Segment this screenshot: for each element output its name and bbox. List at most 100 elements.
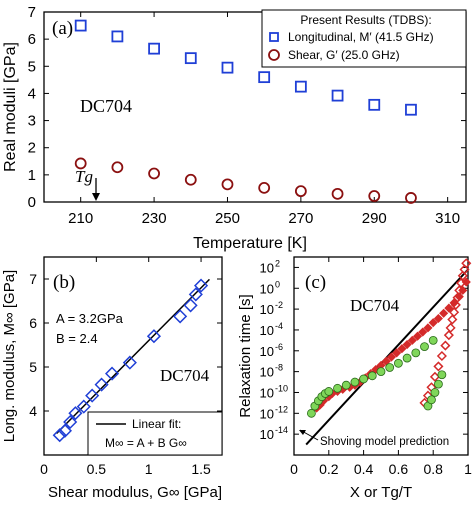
y-tick-label-c: 10 (260, 427, 274, 442)
data-point-b (76, 399, 91, 414)
y-tick-label-a: 0 (28, 194, 36, 211)
data-point-c-series-3 (436, 350, 447, 362)
x-tick-label-c: 0 (290, 461, 298, 477)
y-tick-exponent-c: 2 (275, 258, 280, 268)
data-point-c-series-3 (433, 361, 444, 372)
plot-frame-a (43, 11, 467, 203)
data-point-b (183, 298, 198, 313)
annotation-a: DC704 (80, 96, 132, 116)
data-point-c-series-3 (452, 292, 463, 303)
data-point-c-series-2 (333, 383, 342, 393)
data-point-c-series-1 (428, 318, 438, 328)
data-point-c-series-2 (420, 342, 429, 352)
x-tick-label-a: 250 (215, 210, 240, 227)
data-point-longitudinal (258, 71, 271, 84)
axes-a: 210 230 250 270 290 310 0 1 2 3 4 5 6 7 (28, 4, 466, 227)
panel-label-c: (c) (305, 272, 326, 293)
data-point-c-series-4 (427, 395, 436, 405)
x-tick-label-c: 0.4 (354, 461, 374, 477)
y-tick-label-c: 10 (260, 260, 274, 275)
x-tick-label-b: 1.5 (191, 461, 211, 477)
data-point-c-series-2 (341, 380, 351, 390)
y-tick-label-a: 3 (28, 113, 36, 130)
data-point-c-series-3 (447, 314, 458, 325)
data-point-c-series-2 (324, 387, 334, 396)
ylabel-b: Long. modulus, M∞ [GPa] (1, 270, 18, 442)
data-point-c-series-2 (359, 374, 369, 384)
data-point-c-series-3 (457, 270, 468, 281)
data-point-c-series-3 (443, 330, 454, 341)
legend-a: Present Results (TDBS): Longitudinal, M′… (261, 9, 467, 68)
legend-label-shear: Shear, G′ (25.0 GHz) (288, 48, 400, 62)
y-tick-exponent-c: -6 (275, 342, 283, 352)
data-point-c-series-1 (386, 352, 397, 362)
y-tick-label-c: 10 (260, 406, 274, 421)
x-tick-label-b: 0 (40, 461, 48, 477)
x-tick-label-a: 310 (435, 210, 460, 227)
data-point-c-series-1 (397, 344, 407, 354)
panel-c: 0 0.2 0.4 0.6 0.8 110 210 010 -210 -410 -610 -810 -1… (237, 256, 472, 501)
legend-label-longitudinal: Longitudinal, M′ (41.5 GHz) (288, 30, 434, 44)
x-tick-label-c: 0.2 (319, 461, 339, 477)
x-tick-label-c: 0.6 (389, 461, 409, 477)
data-point-shear (294, 185, 307, 198)
data-point-b (173, 309, 188, 324)
xlabel-a: Temperature [K] (193, 235, 307, 252)
data-point-c-series-2 (367, 371, 377, 381)
data-point-c-series-2 (385, 363, 395, 372)
y-tick-label-a: 7 (28, 4, 36, 21)
y-tick-label-b: 6 (29, 315, 37, 331)
data-point-longitudinal (184, 52, 197, 65)
data-point-b (104, 366, 120, 381)
data-point-c-series-3 (445, 322, 456, 333)
data-point-longitudinal (148, 42, 160, 55)
legend-title-a: Present Results (TDBS): (300, 13, 431, 27)
data-point-b (63, 414, 78, 430)
data-point-b (52, 428, 67, 443)
y-tick-exponent-c: 0 (275, 279, 280, 289)
data-point-c-series-3 (461, 258, 472, 269)
data-point-c-series-3 (459, 264, 470, 275)
data-point-c-series-2 (376, 367, 386, 377)
xlabel-b: Shear modulus, G∞ [GPa] (48, 484, 222, 501)
data-point-c-series-1 (392, 348, 402, 358)
data-point-longitudinal (221, 61, 234, 74)
data-point-c-series-4 (434, 379, 443, 389)
legend-label-fit-1: Linear fit: (132, 417, 181, 431)
data-point-b (85, 388, 100, 403)
data-point-longitudinal (111, 30, 124, 43)
data-point-shear (74, 157, 87, 170)
y-tick-label-b: 7 (29, 271, 37, 287)
data-point-c-series-1 (418, 327, 428, 337)
data-point-c-series-1 (444, 303, 454, 313)
data-point-c-series-1 (439, 308, 449, 318)
data-point-b (57, 423, 73, 438)
y-tick-exponent-c: -8 (275, 363, 283, 373)
shoving-arrow-head (299, 430, 306, 435)
ylabel-c: Relaxation time [s] (237, 294, 254, 417)
x-tick-label-b: 0.5 (87, 461, 107, 477)
y-tick-label-b: 4 (29, 403, 37, 419)
data-point-c-series-4 (430, 388, 440, 397)
xlabel-c: X or Tg/T (350, 484, 412, 501)
data-point-b (68, 406, 83, 421)
fit-param-b: B = 2.4 (56, 331, 98, 346)
marks-a (74, 19, 417, 204)
legend-label-fit-2: M∞ = A + B G∞ (105, 436, 187, 450)
data-point-shear (405, 192, 417, 204)
data-point-b (193, 278, 209, 293)
data-point-longitudinal (74, 19, 87, 32)
y-tick-label-c: 10 (260, 302, 274, 317)
shoving-label: Shoving model prediction (320, 436, 449, 448)
data-point-c-series-1 (423, 323, 433, 333)
data-point-shear (368, 190, 381, 202)
data-point-c-series-3 (449, 307, 460, 318)
data-point-c-series-1 (433, 313, 443, 324)
data-point-c-series-1 (407, 335, 417, 345)
x-tick-label-a: 290 (362, 210, 387, 227)
annotation-c: DC704 (350, 296, 400, 315)
data-point-c-series-2 (306, 408, 316, 418)
data-point-c-series-2 (393, 358, 403, 368)
panel-b: 0 0.5 1 1.5 4 5 6 7 (b) A = 3.2GPa B = 2.4 DC70… (1, 256, 223, 501)
x-tick-label-c: 0.8 (423, 461, 443, 477)
